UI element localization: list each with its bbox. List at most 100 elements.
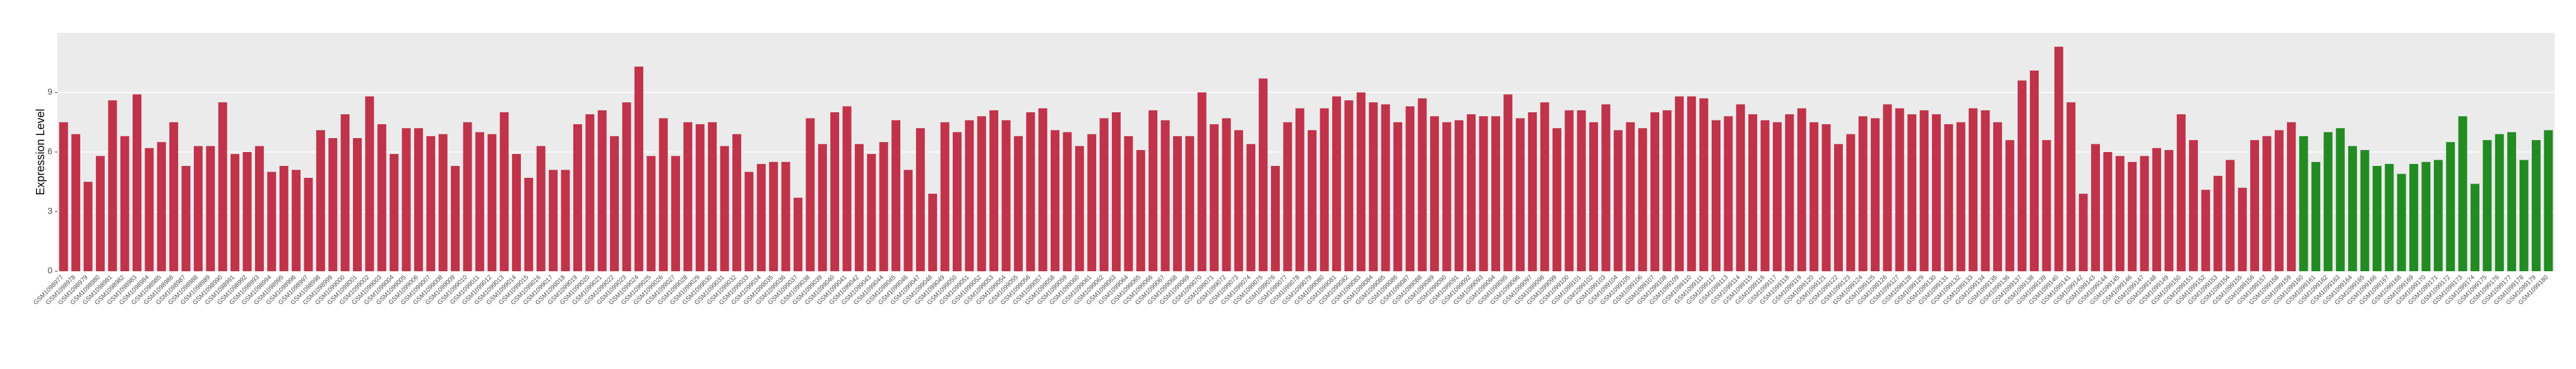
- bar: [145, 148, 154, 271]
- bar: [1283, 122, 1292, 271]
- bar: [842, 106, 852, 272]
- bar: [1001, 120, 1011, 271]
- bar: [242, 152, 252, 271]
- bar: [402, 128, 411, 271]
- bar: [793, 197, 802, 271]
- bar: [634, 66, 643, 272]
- bar: [1491, 116, 1500, 271]
- bar: [769, 161, 778, 271]
- bar: [1136, 149, 1145, 271]
- bar: [1479, 116, 1488, 271]
- bar: [1662, 110, 1672, 271]
- bar: [1589, 122, 1599, 271]
- bar: [426, 136, 436, 271]
- bar: [2005, 140, 2015, 271]
- bar: [1540, 102, 1549, 271]
- bar: [854, 144, 864, 271]
- bar: [1356, 92, 1366, 271]
- bar: [206, 146, 215, 271]
- bar: [806, 118, 815, 271]
- bar: [1332, 96, 1341, 272]
- bar: [708, 122, 717, 271]
- bar: [414, 128, 423, 271]
- bar: [1308, 130, 1317, 271]
- bar: [304, 177, 313, 271]
- bar: [1185, 136, 1195, 271]
- bar: [2421, 161, 2431, 271]
- bar: [2409, 163, 2419, 271]
- bar: [512, 154, 522, 271]
- y-tick-label: 9: [47, 86, 52, 97]
- bar: [59, 122, 68, 271]
- bar: [2250, 140, 2259, 271]
- bar: [1320, 108, 1329, 271]
- bar: [830, 112, 840, 271]
- bar: [965, 120, 974, 271]
- bar: [2140, 156, 2149, 271]
- bar: [2507, 132, 2517, 271]
- bar: [2299, 136, 2308, 271]
- y-tick-label: 3: [47, 206, 52, 216]
- bar: [499, 112, 509, 271]
- bar: [1883, 104, 1892, 271]
- bar: [1160, 120, 1170, 271]
- bar: [671, 156, 681, 271]
- bar: [2360, 149, 2370, 271]
- bar: [720, 146, 729, 271]
- bar: [1626, 122, 1635, 271]
- bar: [1797, 108, 1806, 271]
- bar: [1381, 104, 1390, 271]
- bar: [2128, 161, 2137, 271]
- bar: [2495, 134, 2504, 271]
- bar: [2471, 184, 2479, 271]
- bar: [181, 166, 191, 271]
- bar: [1197, 92, 1207, 271]
- bar: [1724, 116, 1733, 271]
- bar: [2446, 142, 2455, 271]
- bar: [2078, 194, 2088, 271]
- bar: [2519, 160, 2529, 271]
- bar: [867, 154, 876, 271]
- bar: [267, 172, 277, 271]
- bar: [2385, 163, 2394, 271]
- bar: [1148, 110, 1158, 271]
- bar: [1981, 110, 1990, 271]
- bar: [1944, 124, 1953, 271]
- bar: [879, 142, 888, 271]
- bar: [1417, 98, 1427, 271]
- bar: [1613, 130, 1623, 271]
- bar: [524, 177, 534, 271]
- bar: [2274, 130, 2284, 271]
- bar: [1124, 136, 1133, 271]
- bar: [2176, 114, 2186, 271]
- bar: [463, 122, 472, 271]
- bar: [2483, 140, 2492, 271]
- bar: [218, 102, 227, 271]
- bar: [2458, 116, 2467, 271]
- bar: [1344, 100, 1354, 271]
- bar: [2311, 161, 2320, 271]
- bar: [340, 114, 350, 271]
- bar: [1907, 114, 1917, 271]
- bar: [1760, 120, 1770, 271]
- bar: [536, 146, 546, 271]
- bar: [928, 194, 938, 271]
- bar: [1772, 122, 1782, 271]
- bar: [2201, 189, 2210, 271]
- bar: [1956, 122, 1965, 271]
- bar: [1099, 118, 1109, 271]
- bar: [1369, 102, 1378, 271]
- bar: [1234, 130, 1243, 271]
- bar: [2372, 166, 2382, 271]
- bar: [1810, 122, 1819, 271]
- bar: [1038, 108, 1047, 271]
- bar: [1405, 106, 1415, 272]
- y-tick-label: 0: [47, 266, 52, 276]
- bar: [2287, 122, 2296, 271]
- bar: [475, 132, 484, 271]
- bar: [1442, 122, 1452, 271]
- y-axis-title: Expression Level: [34, 108, 47, 195]
- bar: [1858, 116, 1868, 271]
- bar: [903, 170, 913, 271]
